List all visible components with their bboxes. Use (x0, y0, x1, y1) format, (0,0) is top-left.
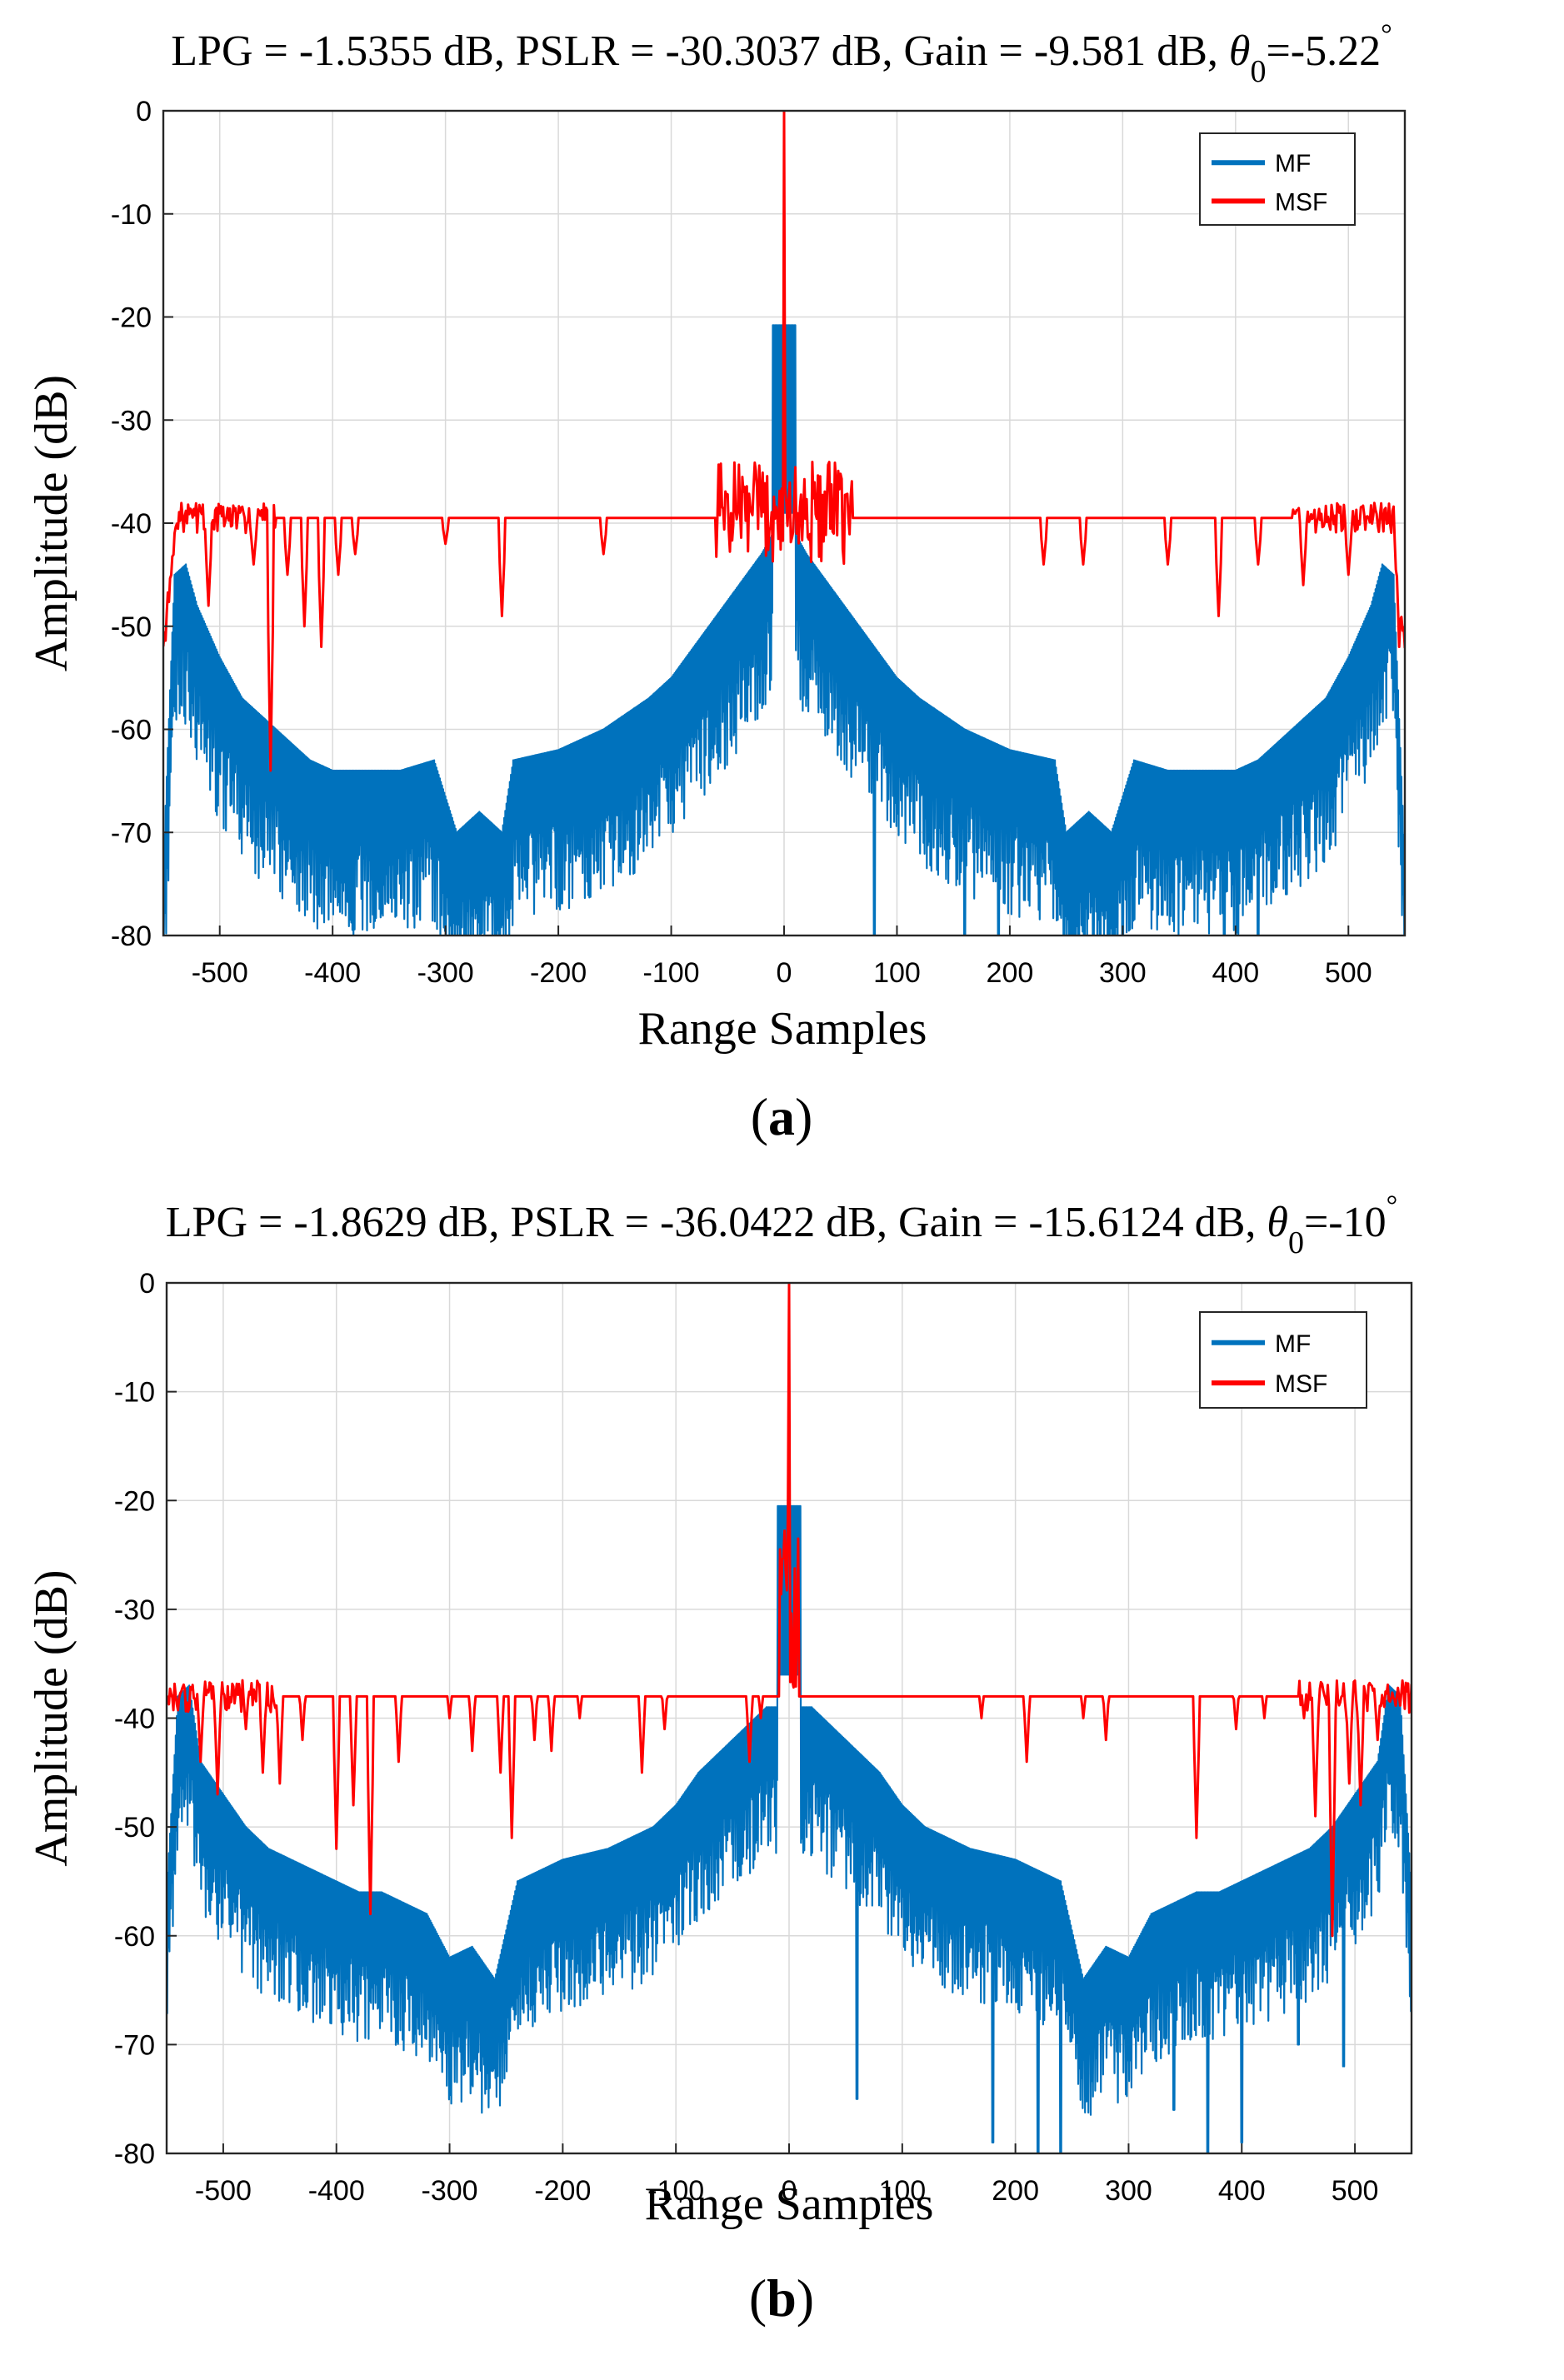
panel-b: LPG = -1.8629 dB, PSLR = -36.0422 dB, Ga… (26, 1190, 1413, 2328)
y-tick-label: -40 (111, 508, 152, 540)
panel-a-title-theta-sub: 0 (1250, 54, 1266, 89)
panel-b-x-axis-label: Range Samples (645, 2178, 934, 2230)
panel-b-legend-msf-label: MSF (1275, 1370, 1327, 1398)
x-tick-label: -100 (647, 2175, 704, 2207)
series-clip (163, 111, 1405, 936)
panel-a-legend-msf-label: MSF (1275, 188, 1327, 216)
plot-frame (165, 1281, 1413, 2155)
panel-a-axes (162, 109, 1407, 937)
x-tick-label: -300 (422, 2175, 478, 2207)
panel-b-y-axis-label: Amplitude (dB) (26, 1569, 77, 1866)
y-tick-label: -50 (114, 1812, 155, 1844)
panel-a-legend-mf-label: MF (1275, 150, 1311, 177)
x-tick-label: 400 (1212, 957, 1259, 989)
x-tick-label: 0 (777, 957, 792, 989)
x-tick-label: -100 (643, 957, 700, 989)
panel-b-title: LPG = -1.8629 dB, PSLR = -36.0422 dB, Ga… (166, 1190, 1397, 1260)
panel-b-title-value: =-10 (1304, 1199, 1387, 1246)
y-tick-label: -80 (114, 2138, 155, 2170)
panel-b-caption-letter: b (767, 2268, 797, 2328)
panel-a-caption-letter: a (768, 1087, 795, 1146)
x-tick-label: -500 (192, 957, 248, 989)
x-tick-label: -200 (530, 957, 587, 989)
panel-a-caption: (a) (751, 1087, 813, 1146)
panel-a-x-axis-label: Range Samples (638, 1003, 927, 1055)
y-tick-label: -60 (111, 715, 152, 746)
series-clip (167, 1283, 1412, 2153)
panel-a-title-main: LPG = -1.5355 dB, PSLR = -30.3037 dB, Ga… (171, 27, 1229, 75)
panel-a-title: LPG = -1.5355 dB, PSLR = -30.3037 dB, Ga… (171, 19, 1392, 89)
y-tick-label: -70 (111, 817, 152, 849)
y-tick-label: -50 (111, 611, 152, 643)
panel-b-title-theta-sub: 0 (1288, 1225, 1304, 1260)
x-tick-label: 100 (873, 957, 921, 989)
panel-b-tick-labels: -500 -400 -300 -200 -100 0 100 200 300 400 500 0 -10… (114, 1268, 1379, 2207)
y-tick-label: -20 (114, 1485, 155, 1517)
x-tick-label: 500 (1332, 2175, 1379, 2207)
panel-a-title-value: =-5.22 (1266, 27, 1381, 75)
panel-a-legend-box (1199, 132, 1356, 226)
x-tick-label: 0 (782, 2175, 797, 2207)
x-tick-label: 300 (1099, 957, 1147, 989)
panel-b-title-main: LPG = -1.8629 dB, PSLR = -36.0422 dB, Ga… (166, 1199, 1267, 1246)
x-tick-label: -500 (195, 2175, 252, 2207)
panel-a-legend: MF MSF (1199, 132, 1356, 226)
panel-b-series (167, 1283, 1412, 2153)
panel-a-title-degree: ° (1381, 19, 1392, 50)
panel-b-title-degree: ° (1387, 1190, 1398, 1221)
y-tick-label: -30 (111, 405, 152, 437)
y-tick-label: -60 (114, 1921, 155, 1953)
panel-b-legend-mf-label: MF (1275, 1330, 1311, 1358)
y-tick-label: 0 (136, 96, 152, 127)
y-tick-label: -10 (111, 199, 152, 231)
y-tick-label: -70 (114, 2029, 155, 2061)
x-tick-label: -400 (308, 2175, 365, 2207)
y-tick-label: -80 (111, 921, 152, 952)
y-tick-label: -40 (114, 1704, 155, 1735)
panel-b-axes (165, 1281, 1413, 2155)
x-tick-label: 200 (992, 2175, 1039, 2207)
x-tick-label: -200 (534, 2175, 591, 2207)
panel-a-tick-labels: -500 -400 -300 -200 -100 0 100 200 300 400 500 0 -10… (111, 96, 1372, 989)
panel-b-title-theta: θ (1267, 1199, 1288, 1246)
y-tick-label: -20 (111, 302, 152, 334)
x-tick-label: 300 (1105, 2175, 1152, 2207)
plot-frame (162, 109, 1407, 937)
x-tick-label: -300 (417, 957, 474, 989)
x-tick-label: 500 (1325, 957, 1372, 989)
x-tick-label: 400 (1218, 2175, 1266, 2207)
y-tick-label: -10 (114, 1377, 155, 1409)
panel-a: LPG = -1.5355 dB, PSLR = -30.3037 dB, Ga… (26, 19, 1407, 1146)
x-tick-label: -400 (304, 957, 361, 989)
panel-a-title-theta: θ (1229, 27, 1251, 75)
panel-a-y-axis-label: Amplitude (dB) (26, 375, 77, 671)
x-tick-label: 200 (987, 957, 1034, 989)
panel-a-series (163, 111, 1405, 936)
panel-b-legend: MF MSF (1199, 1311, 1367, 1409)
y-tick-label: -30 (114, 1594, 155, 1626)
panel-b-caption: (b) (749, 2268, 814, 2328)
x-tick-label: 100 (878, 2175, 926, 2207)
y-tick-label: 0 (139, 1268, 155, 1300)
msf-series-line (167, 1283, 1412, 1938)
panel-b-legend-box (1199, 1311, 1367, 1409)
msf-series-line (163, 111, 1405, 772)
